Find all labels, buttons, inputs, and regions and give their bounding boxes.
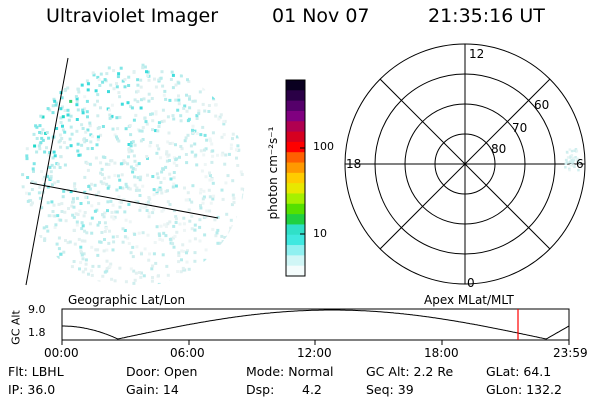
time-tick-label-1200: 12:00 <box>297 346 332 360</box>
time-tick-label-1800: 18:00 <box>424 346 459 360</box>
instrument-title: Ultraviolet Imager <box>46 5 219 27</box>
colorbar-band <box>286 265 305 277</box>
time-tick-label-0600: 06:00 <box>170 346 205 360</box>
timeline-frame <box>61 308 570 341</box>
colorbar-band <box>286 110 305 122</box>
ip-readout: IP: 36.0 <box>8 382 56 397</box>
mlat-label-60: 60 <box>534 98 550 112</box>
time-tick-label-2359: 23:59 <box>553 346 588 360</box>
timeline-left-title: Geographic Lat/Lon <box>68 293 186 307</box>
colorbar-band <box>286 203 305 215</box>
colorbar-frame <box>285 79 306 277</box>
mlt-label-0: 0 <box>467 276 475 290</box>
timeline-ymin: 1.8 <box>28 326 46 339</box>
colorbar-tick-label-100: 100 <box>313 140 334 153</box>
dsp-value: 4.2 <box>302 382 322 397</box>
polar-plot <box>344 43 586 285</box>
mlt-label-18: 18 <box>346 157 362 171</box>
colorbar-band <box>286 152 305 164</box>
glon-readout: GLon: 132.2 <box>486 382 562 397</box>
dsp-label: Dsp: <box>246 382 275 397</box>
time-label: 21:35:16 UT <box>428 5 545 27</box>
colorbar-band <box>286 141 305 153</box>
mlat-label-80: 80 <box>491 142 507 156</box>
colorbar-unit-label: photon cm⁻²s⁻¹ <box>266 126 280 220</box>
colorbar-band <box>286 193 305 205</box>
mlt-label-6: 6 <box>576 157 584 171</box>
colorbar-band <box>286 245 305 256</box>
colorbar-band <box>286 183 305 195</box>
colorbar-band <box>286 172 305 184</box>
uv-emission-speckle <box>21 63 245 286</box>
colorbar-band <box>286 214 305 226</box>
colorbar-band <box>286 162 305 174</box>
polar-emission-speckle <box>564 148 581 172</box>
colorbar <box>285 79 306 277</box>
gc-alt-readout: GC Alt: 2.2 Re <box>366 364 454 379</box>
colorbar-gradient <box>286 80 305 277</box>
colorbar-band <box>286 131 305 143</box>
colorbar-band <box>286 255 305 267</box>
colorbar-band <box>286 234 305 246</box>
colorbar-band <box>286 100 305 112</box>
geographic-longitude-line <box>25 57 69 286</box>
orbit-altitude-timeline <box>61 308 570 345</box>
mlat-label-70: 70 <box>512 121 528 135</box>
geographic-latitude-line <box>29 182 219 219</box>
gc-altitude-curve <box>62 309 570 340</box>
colorbar-band <box>286 224 305 236</box>
door-readout: Door: Open <box>126 364 198 379</box>
date-label: 01 Nov 07 <box>272 5 370 27</box>
mlt-label-12: 12 <box>469 47 485 61</box>
colorbar-band <box>286 90 305 102</box>
gain-readout: Gain: 14 <box>126 382 179 397</box>
polar-diagonal-2 <box>379 78 551 250</box>
uv-image <box>21 57 245 286</box>
timeline-ymax: 9.0 <box>28 303 46 316</box>
colorbar-tick-label-10: 10 <box>313 227 327 240</box>
filter-readout: Flt: LBHL <box>8 364 64 379</box>
colorbar-band <box>286 121 305 133</box>
timeline-right-title: Apex MLat/MLT <box>424 293 514 307</box>
glat-readout: GLat: 64.1 <box>486 364 552 379</box>
seq-readout: Seq: 39 <box>366 382 414 397</box>
colorbar-band <box>286 80 305 91</box>
time-tick-label-0000: 00:00 <box>44 346 79 360</box>
mode-readout: Mode: Normal <box>246 364 334 379</box>
timeline-ylabel: GC Alt <box>9 310 23 345</box>
